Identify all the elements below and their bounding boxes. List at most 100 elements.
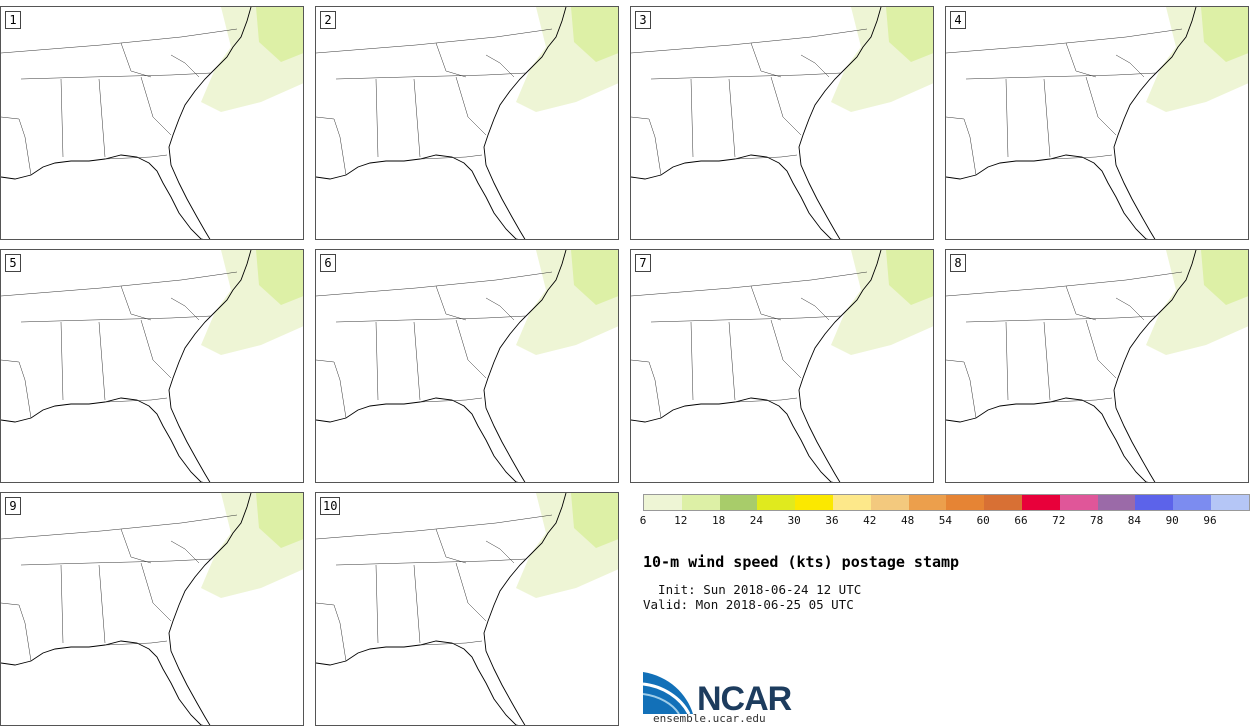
state-border [435,528,467,564]
panel-10[interactable]: 10 [315,492,619,726]
legend-swatch [1173,495,1211,510]
panel-2[interactable]: 2 [315,6,619,240]
state-border [750,42,782,78]
wind-speed-shading [1201,7,1248,62]
state-border [20,315,212,323]
panel-4[interactable]: 4 [945,6,1249,240]
site-url: ensemble.ucar.edu [653,712,766,725]
map [631,7,933,239]
legend-swatch [946,495,985,510]
legend-tick: 78 [1089,514,1104,527]
member-number: 5 [5,254,21,272]
map [316,7,618,239]
legend-swatch [832,495,871,510]
legend-tick: 90 [1165,514,1179,527]
state-border [120,528,152,564]
legend-swatch [681,495,720,510]
coastline [1,493,252,725]
state-border [728,321,736,401]
state-border [650,315,842,323]
coastline [316,7,567,239]
state-border [1,359,32,419]
state-border [375,78,379,158]
state-border [435,285,467,321]
member-number: 1 [5,11,21,29]
wind-speed-shading [886,250,933,305]
map [946,250,1248,482]
legend-swatch [1210,495,1249,510]
member-number: 4 [950,11,966,29]
color-legend: 6 12 18 24 30 36 42 48 54 60 66 72 78 84 90 96 [639,494,1250,527]
wind-speed-shading [571,250,618,305]
state-border [316,28,553,54]
state-border [946,359,977,419]
legend-swatch [757,495,796,510]
legend-tick: 30 [787,514,801,527]
state-border [335,558,527,566]
coastline [316,493,567,725]
state-border [1085,319,1117,379]
panel-5[interactable]: 5 [0,249,304,483]
state-border [800,54,830,78]
state-border [316,514,553,540]
state-border [1043,78,1051,158]
legend-colorbar [643,494,1250,511]
state-border [1115,297,1145,321]
state-border [1065,42,1097,78]
state-border [631,271,868,297]
map [631,250,933,482]
legend-tick: 72 [1052,514,1066,527]
legend-tick: 66 [1014,514,1028,527]
state-border [98,321,106,401]
state-border [728,78,736,158]
state-border [1065,285,1097,321]
state-border [316,359,347,419]
member-number: 2 [320,11,336,29]
coastline [946,250,1197,482]
state-border [60,321,64,401]
state-border [946,116,977,176]
state-border [435,42,467,78]
run-times: Init: Sun 2018-06-24 12 UTC Valid: Mon 2… [643,582,861,612]
state-border [750,285,782,321]
state-border [375,564,379,644]
member-number: 6 [320,254,336,272]
init-time: Init: Sun 2018-06-24 12 UTC [643,582,862,597]
panel-1[interactable]: 1 [0,6,304,240]
map [946,7,1248,239]
map [1,493,303,725]
legend-tick: 96 [1203,514,1217,527]
legend-swatch [719,495,758,510]
panel-6[interactable]: 6 [315,249,619,483]
panel-8[interactable]: 8 [945,249,1249,483]
legend-swatch [1021,495,1060,510]
state-border [20,72,212,80]
state-border [170,54,200,78]
state-border [335,315,527,323]
state-border [734,154,798,160]
map [1,250,303,482]
legend-tick: 84 [1127,514,1142,527]
state-border [316,116,347,176]
coastline [631,250,882,482]
legend-tick: 6 [639,514,647,527]
state-border [965,315,1157,323]
legend-tick: 36 [825,514,839,527]
state-border [455,319,487,379]
state-border [60,78,64,158]
legend-swatch [870,495,909,510]
panel-9[interactable]: 9 [0,492,304,726]
state-border [1049,154,1113,160]
member-number: 8 [950,254,966,272]
ncar-arc-logo [643,672,693,714]
state-border [690,321,694,401]
state-border [98,78,106,158]
panel-7[interactable]: 7 [630,249,934,483]
legend-tick: 18 [711,514,726,527]
state-border [419,640,483,646]
panel-3[interactable]: 3 [630,6,934,240]
state-border [170,297,200,321]
state-border [485,54,515,78]
state-border [1085,76,1117,136]
member-number: 7 [635,254,651,272]
